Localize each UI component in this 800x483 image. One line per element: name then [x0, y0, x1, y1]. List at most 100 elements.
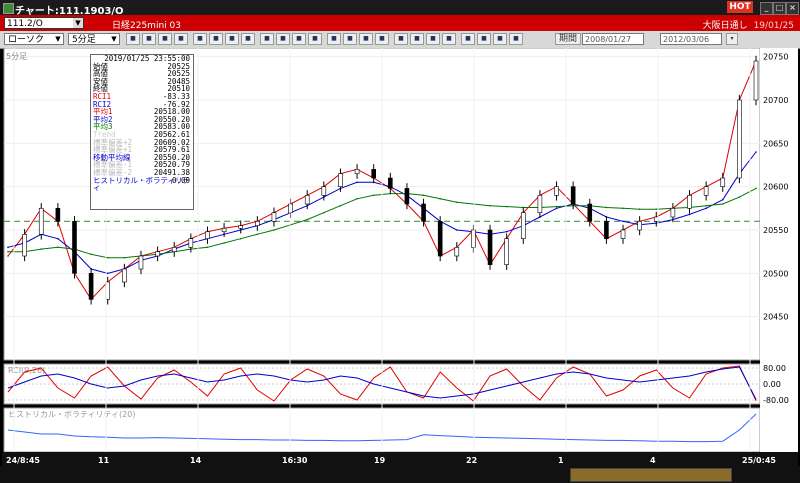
info-row: RCI1 -83.33: [91, 93, 193, 101]
window-title: チャート:111.1903/O: [15, 6, 124, 17]
hline-icon[interactable]: ■: [193, 33, 207, 45]
text-icon[interactable]: ■: [260, 33, 274, 45]
indicator5-icon[interactable]: ■: [410, 33, 424, 45]
info-row: 平均3 20583.00: [91, 123, 193, 131]
candle-body: [221, 227, 227, 233]
time-tick-label: 14: [190, 456, 202, 465]
price-point: [505, 205, 508, 208]
period-button[interactable]: 期間: [555, 33, 582, 45]
candle-body: [504, 238, 509, 265]
chart-svg[interactable]: 20750 20700 20650 20600 20550 20500 20450 80.00…: [2, 47, 798, 466]
candle-body: [238, 225, 244, 229]
price-point: [356, 181, 358, 184]
calendar-icon[interactable]: ▾: [726, 33, 738, 45]
indicator6-icon[interactable]: ■: [426, 33, 440, 45]
indicator8-icon[interactable]: ■: [461, 33, 475, 45]
candle-body: [72, 221, 77, 274]
line-icon[interactable]: ■: [174, 33, 188, 45]
delete-icon[interactable]: ■: [276, 33, 290, 45]
select-icon[interactable]: ■: [292, 33, 306, 45]
candle-body: [587, 203, 593, 222]
info-label: 平均2: [93, 114, 113, 124]
chart-type-select[interactable]: ローソク ▼: [4, 33, 64, 45]
info-label: 標準偏差+2: [93, 137, 133, 147]
price-point: [655, 208, 658, 210]
data-info-panel: 2019/01/25 23:55:00 始値 20525 高値 20525 安値 2048…: [90, 54, 194, 210]
date-to-field[interactable]: 2012/03/06: [660, 33, 722, 45]
settings-icon[interactable]: ■: [477, 33, 491, 45]
zoom-in-icon[interactable]: ■: [126, 33, 140, 45]
info-value: 20609.02: [153, 137, 190, 147]
indicator3-icon[interactable]: ■: [375, 33, 389, 45]
info-row: Trend 20562.61: [91, 131, 193, 139]
info-value: 0.09: [171, 175, 190, 185]
info-value: 20510: [167, 84, 190, 94]
chart-area[interactable]: 20750 20700 20650 20600 20550 20500 20450 80.00…: [2, 47, 798, 466]
chevron-down-icon[interactable]: ▼: [55, 35, 61, 43]
indicator4-icon[interactable]: ■: [394, 33, 408, 45]
vline-icon[interactable]: ■: [209, 33, 223, 45]
indicator1-icon[interactable]: ■: [343, 33, 357, 45]
hot-badge[interactable]: HOT: [727, 1, 753, 13]
zoom-out-icon[interactable]: ■: [142, 33, 156, 45]
candle-body: [737, 99, 742, 179]
price-point: [57, 246, 59, 249]
info-label: 移動平均線: [93, 152, 131, 162]
scroll-thumb[interactable]: [570, 468, 732, 482]
print-icon[interactable]: ■: [509, 33, 523, 45]
fibonacci-icon[interactable]: ■: [225, 33, 239, 45]
rci-tick-label: 80.00: [763, 364, 786, 373]
indicator2-icon[interactable]: ■: [359, 33, 373, 45]
candle-body: [687, 195, 692, 209]
candle-body: [155, 251, 160, 257]
crosshair-icon[interactable]: ■: [158, 33, 172, 45]
info-label: 終値: [93, 84, 108, 94]
chart-type-value: ローソク: [8, 35, 45, 45]
grid-icon[interactable]: ■: [308, 33, 322, 45]
info-label: ヒストリカル・ボラティリティ: [93, 175, 191, 192]
bottom-scrollbar[interactable]: [0, 466, 800, 483]
candle-body: [404, 188, 410, 205]
color-icon[interactable]: ■: [327, 33, 341, 45]
info-value: -76.92: [162, 99, 190, 109]
interval-select[interactable]: 5分足 ▼: [68, 33, 120, 45]
candle-body: [321, 186, 327, 196]
price-point: [323, 211, 325, 214]
rci-tick-label: -80.00: [763, 396, 789, 405]
candle-body: [88, 273, 94, 300]
indicator7-icon[interactable]: ■: [442, 33, 456, 45]
candle-body: [471, 229, 476, 248]
price-point: [239, 237, 242, 240]
price-point: [273, 229, 275, 231]
price-point: [372, 194, 375, 197]
candle-body: [388, 177, 393, 189]
price-tick-label: 20500: [763, 269, 788, 278]
info-value: 20525: [167, 61, 190, 71]
info-value: 20583.00: [153, 122, 190, 132]
candle-body: [421, 203, 426, 222]
candle-body: [604, 221, 609, 239]
info-row: 標準偏差+2 20609.02: [91, 139, 193, 147]
close-icon[interactable]: ×: [786, 2, 799, 15]
window-titlebar[interactable]: チャート:111.1903/O HOT _ □ ×: [0, 0, 800, 17]
info-value: 20520.79: [153, 160, 190, 170]
price-tick-label: 20550: [763, 226, 788, 235]
candle-body: [703, 186, 709, 196]
log-icon[interactable]: ■: [493, 33, 507, 45]
instrument-name: 日経225mini 03: [112, 21, 181, 31]
chevron-down-icon[interactable]: ▼: [73, 18, 83, 28]
rci-tick-label: 0.00: [763, 380, 781, 389]
chevron-down-icon[interactable]: ▼: [111, 35, 117, 43]
minimize-icon[interactable]: _: [760, 2, 773, 15]
trend-icon[interactable]: ■: [241, 33, 255, 45]
candle-body: [554, 186, 559, 196]
price-point: [638, 208, 641, 210]
price-tick-label: 20750: [763, 53, 788, 62]
info-row: 平均1 20518.00: [91, 108, 193, 116]
session-date: 19/01/25: [753, 21, 794, 31]
maximize-icon[interactable]: □: [773, 2, 786, 15]
info-row: 移動平均線 20550.20: [91, 154, 193, 162]
symbol-code-select[interactable]: 111.2/O ▼: [4, 17, 84, 29]
info-rows: 始値 20525 高値 20525 安値 20485 終値 20510 RCI1 -83.33 RC…: [91, 61, 193, 192]
date-from-field[interactable]: 2008/01/27: [582, 33, 644, 45]
